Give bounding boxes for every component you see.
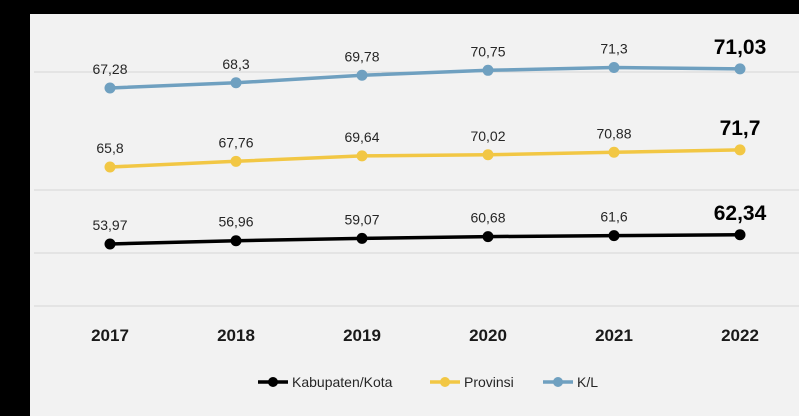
data-point-k-l-2017 (104, 82, 116, 94)
data-label-kabupaten-kota-2017: 53,97 (92, 217, 127, 233)
data-point-k-l-2020 (482, 64, 494, 76)
legend-swatch-marker-provinsi (440, 377, 450, 387)
legend-swatch-marker-kabupaten-kota (268, 377, 278, 387)
x-tick-label-2020: 2020 (469, 326, 507, 345)
data-point-provinsi-2017 (104, 161, 116, 173)
data-point-provinsi-2022 (734, 144, 746, 156)
data-label-kabupaten-kota-2020: 60,68 (470, 210, 505, 226)
series-line-kabupaten-kota (108, 233, 742, 246)
x-tick-label-2021: 2021 (595, 326, 633, 345)
data-point-provinsi-2020 (482, 149, 494, 161)
data-point-kabupaten-kota-2020 (482, 231, 494, 243)
data-label-k-l-2017: 67,28 (92, 61, 127, 77)
legend-label-k-l: K/L (577, 374, 598, 390)
data-point-kabupaten-kota-2018 (230, 235, 242, 247)
data-point-provinsi-2021 (608, 146, 620, 158)
data-label-provinsi-2021: 70,88 (596, 125, 631, 141)
data-point-kabupaten-kota-2019 (356, 232, 368, 244)
data-label-kabupaten-kota-2021: 61,6 (600, 209, 627, 225)
x-tick-label-2017: 2017 (91, 326, 129, 345)
data-label-kabupaten-kota-2022: 62,34 (714, 202, 767, 225)
data-label-provinsi-2018: 67,76 (218, 134, 253, 150)
data-label-provinsi-2017: 65,8 (96, 140, 123, 156)
data-point-kabupaten-kota-2022 (734, 229, 746, 241)
data-label-provinsi-2020: 70,02 (470, 128, 505, 144)
data-label-provinsi-2022: 71,7 (720, 117, 761, 140)
data-point-k-l-2022 (734, 63, 746, 75)
x-tick-label-2022: 2022 (721, 326, 759, 345)
x-tick-label-2019: 2019 (343, 326, 381, 345)
data-label-kabupaten-kota-2018: 56,96 (218, 214, 253, 230)
data-point-kabupaten-kota-2017 (104, 238, 116, 250)
data-label-k-l-2022: 71,03 (714, 36, 767, 59)
data-point-provinsi-2019 (356, 150, 368, 162)
data-label-k-l-2020: 70,75 (470, 43, 505, 59)
legend-label-provinsi: Provinsi (464, 374, 514, 390)
data-point-kabupaten-kota-2021 (608, 230, 620, 242)
data-label-k-l-2018: 68,3 (222, 56, 249, 72)
series-line-k-l (108, 65, 742, 90)
data-label-k-l-2021: 71,3 (600, 40, 627, 56)
data-point-k-l-2019 (356, 69, 368, 81)
legend-label-kabupaten-kota: Kabupaten/Kota (292, 374, 393, 390)
series-line-provinsi (108, 148, 742, 169)
data-label-provinsi-2019: 69,64 (344, 129, 379, 145)
data-label-kabupaten-kota-2019: 59,07 (344, 211, 379, 227)
data-point-provinsi-2018 (230, 155, 242, 167)
data-point-k-l-2018 (230, 77, 242, 89)
x-tick-label-2018: 2018 (217, 326, 255, 345)
legend-swatch-marker-k-l (553, 377, 563, 387)
data-point-k-l-2021 (608, 61, 620, 73)
plot-area (30, 14, 799, 416)
data-label-k-l-2019: 69,78 (344, 48, 379, 64)
